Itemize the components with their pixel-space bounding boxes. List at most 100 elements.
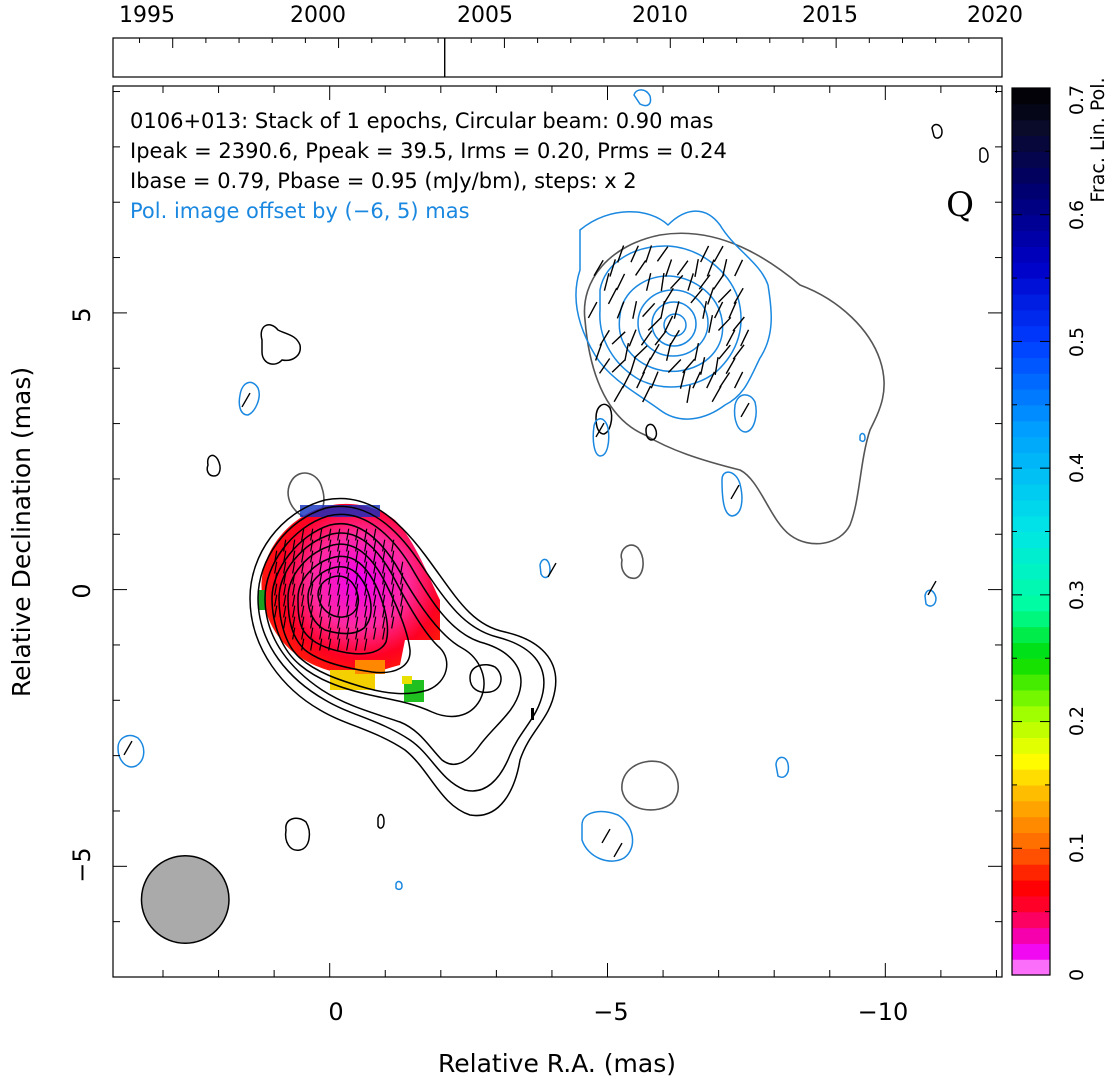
evpa-vector (613, 842, 623, 858)
evpa-vector (706, 259, 715, 277)
core-evpa-vector (283, 605, 287, 618)
frac-pol-core (261, 503, 440, 675)
core-evpa-vector (292, 605, 296, 618)
evpa-vector (721, 259, 728, 277)
core-evpa-vector (310, 605, 314, 618)
frac-pol-top-edge (300, 505, 380, 517)
colorbar-band (1012, 246, 1050, 263)
core-evpa-vector (319, 561, 323, 574)
evpa-vector (714, 356, 719, 375)
core-evpa-vector (301, 605, 305, 618)
info-line-3: Ibase = 0.79, Pbase = 0.95 (mJy/bm), ste… (130, 169, 637, 193)
core-evpa-vector (391, 605, 395, 618)
timeline-label-1995: 1995 (119, 3, 175, 28)
core-evpa-vector (310, 572, 314, 585)
core-evpa-vector (328, 616, 332, 629)
evpa-vector (599, 329, 610, 347)
core-evpa-vector (301, 539, 305, 552)
colorbar-band (1012, 753, 1050, 770)
core-evpa-vector (301, 594, 305, 607)
colorbar-band (1012, 864, 1050, 881)
core-evpa-vector (346, 528, 350, 541)
intensity-contour-3 (264, 513, 522, 766)
evpa-vector (629, 357, 637, 375)
core-evpa-vector (364, 539, 368, 552)
core-evpa-vector (301, 561, 305, 574)
frac-pol-left-edge (258, 590, 266, 610)
core-evpa-vector (364, 627, 368, 640)
evpa-vector (616, 245, 625, 263)
core-evpa-vector (310, 539, 314, 552)
colorbar-band (1012, 499, 1050, 517)
pol-contour-17 (859, 432, 866, 443)
x-tick-label-0: 0 (328, 998, 343, 1026)
core-evpa-vector (373, 550, 377, 563)
evpa-vector (650, 371, 659, 389)
plot-area: 0 −5 −10 −5 0 5 Relative R.A. (mas) Rela… (7, 85, 1003, 1078)
frac-pol-yellow-patch (402, 676, 412, 684)
evpa-vector (927, 580, 937, 596)
evpa-vector (702, 301, 708, 319)
colorbar-band (1012, 737, 1050, 754)
colorbar-band (1012, 262, 1050, 279)
grey-contours (287, 232, 885, 811)
evpa-vector (719, 372, 731, 388)
evpa-vector (654, 330, 667, 346)
colorbar-bands (1012, 88, 1050, 976)
evpa-vector (613, 385, 624, 403)
core-evpa-vector (346, 594, 350, 607)
core-evpa-vector (328, 572, 332, 585)
colorbar-tick-0.1: 0.1 (1066, 833, 1088, 863)
evpa-vector (713, 245, 724, 263)
core-evpa-vector (364, 616, 368, 629)
colorbar-band (1012, 452, 1050, 469)
pol-contour-14 (775, 756, 790, 778)
evpa-vector (692, 371, 702, 389)
colorbar-band (1012, 515, 1050, 533)
evpa-vector (707, 287, 715, 305)
core-evpa-vector (355, 605, 359, 618)
y-tick-label-0: 0 (68, 583, 96, 598)
colorbar-band (1012, 784, 1050, 802)
colorbar-band (1012, 531, 1050, 548)
core-evpa-vector (310, 561, 314, 574)
timeline-ticks (139, 38, 1003, 48)
evpa-vector (669, 329, 680, 347)
evpa-vectors (123, 245, 937, 858)
core-evpa-vector (373, 616, 377, 629)
evpa-vector (717, 316, 732, 331)
core-evpa-vector (382, 539, 386, 552)
evpa-vector (732, 344, 745, 360)
core-evpa-vector (382, 550, 386, 563)
colorbar-band (1012, 705, 1050, 723)
core-evpa-vector (328, 594, 332, 607)
core-evpa-vector (373, 605, 377, 618)
evpa-vector (733, 287, 744, 305)
core-evpa-vector (373, 594, 377, 607)
colorbar-band (1012, 769, 1050, 786)
core-evpa-vector (328, 583, 332, 596)
timeline-labels: 1995 2000 2005 2010 2015 2020 (119, 3, 1023, 28)
evpa-vector (634, 260, 647, 276)
colorbar-band (1012, 214, 1050, 232)
core-evpa-vector (364, 605, 368, 618)
core-evpa-vector (346, 539, 350, 552)
x-tick-label-minus10: −10 (858, 998, 909, 1026)
evpa-vector (594, 343, 603, 361)
core-evpa-vector (301, 627, 305, 640)
core-evpa-vector (319, 638, 323, 651)
core-evpa-vector (391, 550, 395, 563)
evpa-vector (616, 273, 626, 291)
core-evpa-vector (391, 561, 395, 574)
core-evpa-vector (364, 594, 368, 607)
core-evpa-vector (355, 550, 359, 563)
evpa-vector (603, 273, 610, 291)
evpa-vector (717, 289, 732, 303)
y-axis-label: Relative Declination (mas) (7, 367, 36, 697)
colorbar-band (1012, 293, 1050, 311)
pol-contour-11 (539, 558, 551, 579)
colorbar-band (1012, 658, 1050, 675)
intensity-contour-isolated-7 (377, 813, 385, 829)
core-evpa-vector (355, 638, 359, 651)
evpa-vector (728, 301, 737, 319)
